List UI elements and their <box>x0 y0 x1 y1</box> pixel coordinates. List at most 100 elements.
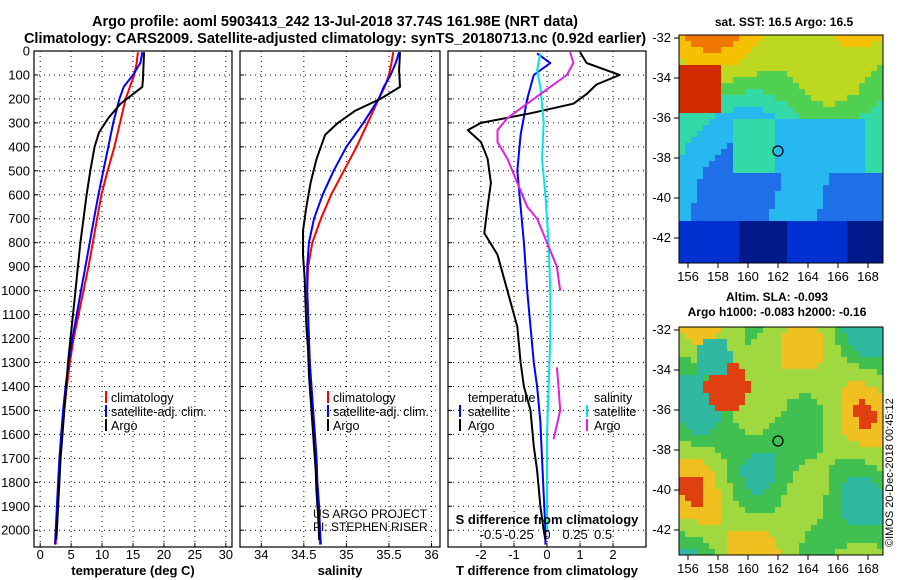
sla-cell <box>757 453 763 459</box>
sst-cell <box>829 53 835 59</box>
sst-cell <box>823 65 829 71</box>
sst-cell <box>745 47 751 53</box>
sla-cell <box>697 549 703 555</box>
sla-cell <box>823 519 829 525</box>
sst-cell <box>745 209 751 215</box>
sst-cell <box>691 137 697 143</box>
sst-cell <box>811 179 817 185</box>
sst-cell <box>877 95 883 101</box>
x-tick-label: 36 <box>424 547 438 562</box>
sla-cell <box>679 513 685 519</box>
sst-cell <box>679 65 685 71</box>
sla-cell <box>781 429 787 435</box>
sla-cell <box>781 549 787 555</box>
sst-cell <box>793 143 799 149</box>
sst-cell <box>823 149 829 155</box>
sst-cell <box>805 233 811 239</box>
sla-cell <box>787 411 793 417</box>
sst-cell <box>763 83 769 89</box>
sla-cell <box>685 357 691 363</box>
sst-cell <box>733 137 739 143</box>
sst-cell <box>733 35 739 41</box>
sla-cell <box>775 549 781 555</box>
sst-cell <box>859 161 865 167</box>
sla-cell <box>829 357 835 363</box>
sla-cell <box>829 483 835 489</box>
sla-cell <box>727 495 733 501</box>
sla-cell <box>733 543 739 549</box>
sla-cell <box>763 489 769 495</box>
sst-cell <box>877 209 883 215</box>
sst-cell <box>679 239 685 245</box>
sst-cell <box>727 119 733 125</box>
sst-cell <box>781 215 787 221</box>
sst-cell <box>751 71 757 77</box>
sla-cell <box>733 375 739 381</box>
sla-cell <box>757 483 763 489</box>
sla-cell <box>727 399 733 405</box>
sla-cell <box>805 477 811 483</box>
sla-cell <box>781 537 787 543</box>
sla-cell <box>829 519 835 525</box>
sla-cell <box>829 405 835 411</box>
sst-cell <box>859 221 865 227</box>
sla-cell <box>757 435 763 441</box>
sst-cell <box>871 95 877 101</box>
sst-cell <box>811 77 817 83</box>
sla-cell <box>853 459 859 465</box>
sla-cell <box>727 489 733 495</box>
sla-cell <box>739 381 745 387</box>
sst-cell <box>751 173 757 179</box>
sla-cell <box>709 327 715 333</box>
sst-cell <box>811 185 817 191</box>
sla-cell <box>769 507 775 513</box>
sla-cell <box>721 327 727 333</box>
sla-cell <box>685 441 691 447</box>
sla-cell <box>757 459 763 465</box>
sst-cell <box>751 59 757 65</box>
sla-cell <box>871 531 877 537</box>
sla-cell <box>733 399 739 405</box>
sst-cell <box>781 95 787 101</box>
sla-cell <box>679 369 685 375</box>
sst-cell <box>859 233 865 239</box>
sst-cell <box>793 227 799 233</box>
sst-cell <box>775 215 781 221</box>
sst-cell <box>805 257 811 263</box>
depth-tick-label: 1300 <box>1 355 30 370</box>
sla-cell <box>877 543 883 549</box>
sla-cell <box>685 537 691 543</box>
sla-cell <box>805 417 811 423</box>
sst-cell <box>787 209 793 215</box>
sla-cell <box>793 369 799 375</box>
sla-cell <box>769 369 775 375</box>
sla-cell <box>745 417 751 423</box>
sst-cell <box>775 47 781 53</box>
sla-cell <box>865 333 871 339</box>
sst-cell <box>853 89 859 95</box>
sst-cell <box>859 77 865 83</box>
sst-cell <box>757 53 763 59</box>
sst-cell <box>727 197 733 203</box>
sla-cell <box>811 369 817 375</box>
sst-cell <box>853 191 859 197</box>
sla-cell <box>865 525 871 531</box>
sst-cell <box>877 125 883 131</box>
sla-cell <box>709 339 715 345</box>
sla-cell <box>769 519 775 525</box>
sst-cell <box>775 155 781 161</box>
sst-cell <box>775 35 781 41</box>
sst-cell <box>835 53 841 59</box>
sst-cell <box>823 155 829 161</box>
sla-cell <box>745 549 751 555</box>
sla-cell <box>763 453 769 459</box>
sst-cell <box>703 155 709 161</box>
sst-cell <box>781 233 787 239</box>
sst-cell <box>811 239 817 245</box>
sst-cell <box>865 215 871 221</box>
sla-cell <box>757 405 763 411</box>
sla-cell <box>697 543 703 549</box>
sla-cell <box>679 501 685 507</box>
sla-cell <box>727 393 733 399</box>
sst-cell <box>691 227 697 233</box>
